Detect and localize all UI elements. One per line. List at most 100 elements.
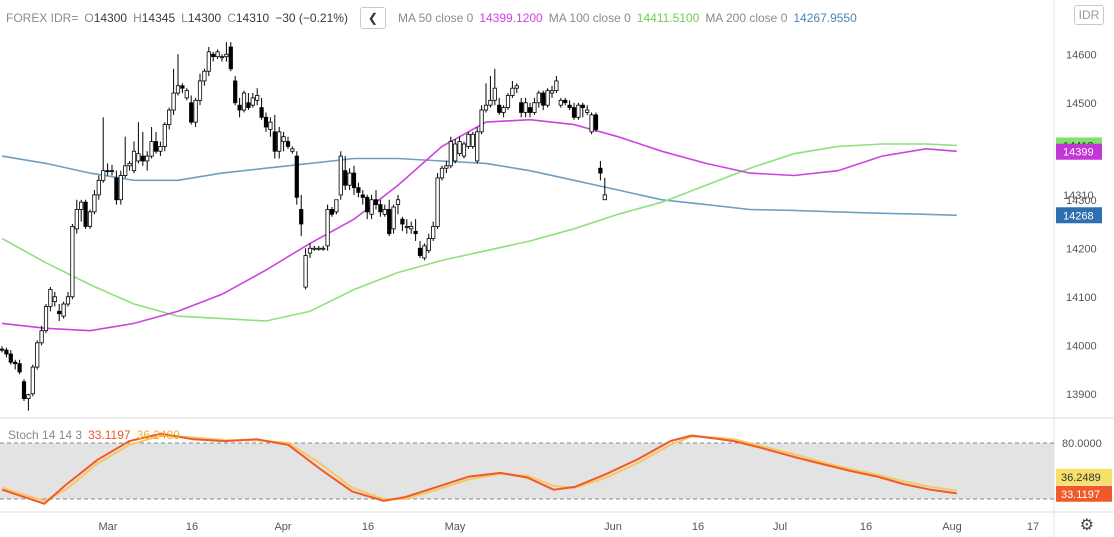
- candle-body: [61, 303, 66, 317]
- candle-body: [593, 114, 599, 130]
- candle-body: [417, 247, 423, 256]
- change-value: −30 (−0.21%): [275, 11, 348, 25]
- stoch-tick-label: 80.0000: [1062, 438, 1102, 450]
- candle-body: [444, 165, 449, 169]
- candle-body: [580, 104, 585, 109]
- candle-body: [439, 167, 445, 179]
- candle-body: [35, 342, 40, 368]
- candle-body: [422, 245, 427, 259]
- candle-body: [343, 170, 348, 186]
- candle-body: [510, 87, 515, 96]
- candle-body: [30, 366, 35, 395]
- candle-body: [475, 131, 480, 162]
- candle-body: [259, 107, 264, 118]
- candle-body: [325, 209, 330, 247]
- time-tick-label: Aug: [942, 521, 962, 533]
- close-value: C14310: [227, 11, 270, 25]
- candle-body: [483, 104, 489, 111]
- candle-body: [272, 131, 277, 152]
- candle-body: [585, 109, 590, 113]
- candle-body: [307, 247, 313, 254]
- candle-body: [48, 289, 53, 307]
- candle-body: [114, 177, 119, 201]
- candle-body: [523, 102, 528, 113]
- candle-body: [241, 92, 247, 111]
- ma100-value: 14411.5100: [636, 11, 700, 25]
- candle-body: [74, 209, 79, 230]
- candle-body: [127, 162, 132, 167]
- candle-body: [527, 107, 533, 113]
- stoch-tag-bg: [1056, 485, 1112, 502]
- ma200-label: MA 200 close 0: [705, 11, 788, 25]
- candle-body: [285, 141, 291, 147]
- stochastic-panel: [0, 432, 1054, 505]
- candle-body: [215, 51, 220, 58]
- candle-body: [123, 165, 128, 176]
- stoch-label: Stoch 14 14 3: [8, 428, 83, 442]
- price-tick-label: 14300: [1066, 195, 1097, 207]
- ma100-label: MA 100 close 0: [548, 11, 631, 25]
- stoch-tag-label: 36.2489: [1061, 472, 1101, 484]
- candle-body: [184, 90, 189, 99]
- price-tick-label: 14500: [1066, 98, 1097, 110]
- candle-body: [96, 179, 101, 196]
- candle-body: [83, 201, 88, 227]
- price-tag-label: 14310: [1063, 190, 1094, 202]
- stoch-tag-bg: [1056, 468, 1112, 485]
- time-tick-label: Jul: [773, 521, 787, 533]
- time-tick-label: 16: [692, 521, 704, 533]
- chevron-left-icon[interactable]: ❮: [359, 7, 386, 29]
- candle-body: [387, 209, 392, 235]
- gear-icon[interactable]: ⚙: [1079, 517, 1094, 534]
- candle-body: [136, 153, 141, 162]
- time-tick-label: Apr: [274, 521, 291, 533]
- time-tick-label: May: [445, 521, 466, 533]
- candle-body: [237, 104, 242, 111]
- candle-body: [26, 394, 31, 400]
- candle-body: [391, 206, 396, 230]
- time-tick-label: 16: [362, 521, 374, 533]
- candle-body: [567, 104, 572, 109]
- time-tick-label: Jun: [604, 521, 622, 533]
- candle-body: [87, 211, 93, 227]
- time-tick-label: 16: [860, 521, 872, 533]
- candle-body: [13, 361, 18, 365]
- time-tick-label: Mar: [99, 521, 118, 533]
- candle-body: [316, 247, 321, 250]
- candle-body: [545, 90, 550, 106]
- candle-body: [281, 136, 286, 142]
- candle-body: [431, 226, 436, 239]
- axes: 1390014000141001420014300144001450014600…: [99, 49, 1112, 533]
- candle-body: [8, 353, 13, 363]
- candle-body: [109, 170, 115, 173]
- candle-body: [43, 306, 49, 332]
- price-tag-bg: [1056, 207, 1102, 224]
- candle-body: [558, 99, 563, 106]
- currency-button[interactable]: IDR: [1074, 5, 1104, 25]
- high-value: H14345: [133, 11, 176, 25]
- candle-body: [277, 131, 282, 152]
- candle-body: [329, 209, 335, 215]
- candle-body: [356, 187, 361, 193]
- candle-body: [268, 121, 273, 130]
- candle-body: [536, 92, 541, 104]
- stoch-k-line: [1, 432, 957, 505]
- candle-body: [263, 116, 269, 128]
- candle-body: [52, 296, 57, 302]
- time-tick-label: 16: [186, 521, 198, 533]
- candle-body: [598, 167, 603, 174]
- time-tick-label: 17: [1027, 521, 1039, 533]
- candlestick-series: [0, 42, 607, 411]
- candle-body: [435, 177, 440, 227]
- candle-body: [70, 226, 75, 298]
- candle-body: [334, 199, 339, 213]
- ma50-value: 14399.1200: [479, 11, 543, 25]
- ma200-line: [1, 155, 957, 217]
- candle-body: [246, 102, 251, 108]
- candle-body: [541, 92, 546, 106]
- candle-body: [65, 296, 71, 305]
- candle-body: [519, 102, 524, 113]
- candle-body: [505, 95, 511, 108]
- candle-body: [492, 87, 497, 101]
